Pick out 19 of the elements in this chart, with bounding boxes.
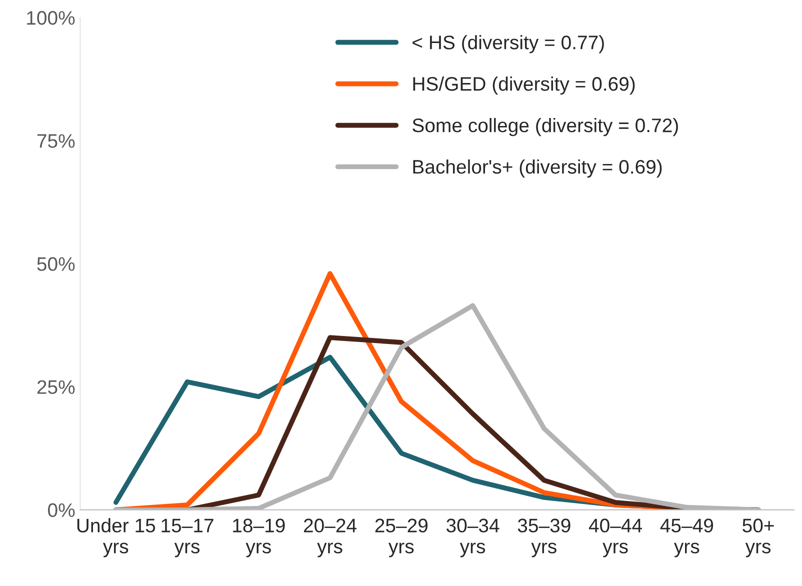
legend-label: HS/GED (diversity = 0.69) (413, 76, 635, 95)
y-tick-label: 100% (27, 11, 75, 25)
x-tick-label: 25–29 yrs (375, 518, 428, 558)
x-tick-label: 30–34 yrs (446, 518, 500, 558)
y-tick-label: 0% (48, 503, 75, 518)
x-tick-label: Under 15 yrs (77, 518, 156, 558)
x-tick-label: 50+ yrs (742, 518, 774, 558)
legend-label: < HS (diversity = 0.77) (412, 35, 604, 54)
y-tick-label: 25% (37, 380, 75, 394)
y-tick-label: 50% (37, 257, 75, 271)
x-tick-label: 35–39 yrs (518, 518, 570, 558)
x-tick-label: 18–19 yrs (233, 518, 285, 558)
legend-label: Some college (diversity = 0.72) (412, 118, 678, 136)
x-tick-label: 40–44 yrs (588, 518, 642, 558)
x-tick-label: 45–49 yrs (660, 518, 714, 558)
legend-label: Bachelor's+ (diversity = 0.69) (413, 159, 662, 178)
y-tick-label: 75% (37, 134, 75, 148)
x-tick-label: 15–17 yrs (162, 518, 214, 558)
x-tick-label: 20–24 yrs (304, 518, 356, 558)
